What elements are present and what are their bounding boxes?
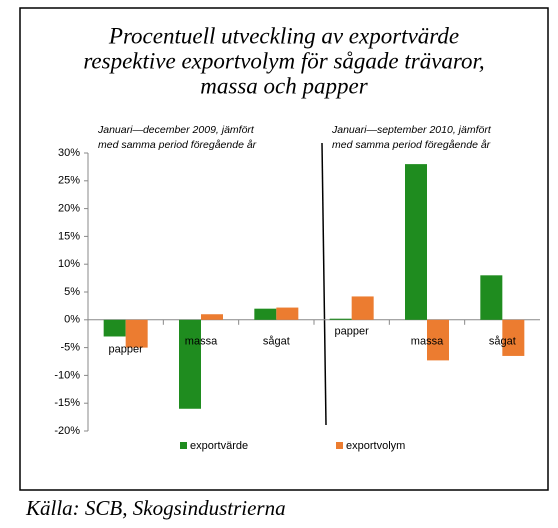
bar [103, 319, 126, 337]
source: Källa: SCB, Skogsindustrierna [25, 496, 286, 520]
y-tick-label: 5% [64, 286, 80, 298]
y-tick-label: 25% [58, 175, 80, 187]
y-tick-label: 15% [58, 230, 80, 242]
legend-swatch [180, 442, 187, 449]
bar [480, 275, 503, 320]
y-tick-label: -5% [60, 342, 80, 354]
bar [254, 308, 277, 320]
x-tick-label: sågat [263, 336, 290, 348]
bar [329, 318, 352, 320]
legend-label: exportvärde [190, 440, 248, 452]
divider [321, 142, 327, 426]
bar [351, 296, 374, 320]
annotation: med samma period föregående år [98, 139, 257, 151]
bar [276, 307, 299, 320]
y-tick-label: 20% [58, 203, 80, 215]
bar [405, 164, 427, 320]
bar [502, 319, 525, 356]
chart-title: massa och papper [200, 73, 368, 98]
y-tick-label: 30% [58, 147, 80, 159]
bar [179, 319, 201, 409]
annotation: Januari—september 2010, jämfört [331, 124, 492, 136]
x-tick-label: massa [185, 336, 218, 348]
y-tick-label: 0% [64, 314, 80, 326]
y-tick-label: -20% [54, 425, 80, 437]
annotation: Januari—december 2009, jämfört [97, 124, 255, 136]
legend-label: exportvolym [346, 440, 405, 452]
chart-title: Procentuell utveckling av exportvärde [108, 23, 459, 48]
x-tick-label: sågat [489, 336, 516, 348]
x-tick-label: papper [335, 326, 370, 338]
bar [125, 319, 148, 348]
x-tick-label: papper [109, 344, 144, 356]
annotation: med samma period föregående år [332, 139, 491, 151]
y-tick-label: -15% [54, 397, 80, 409]
legend-swatch [336, 442, 343, 449]
bar [201, 314, 223, 320]
y-tick-label: -10% [54, 369, 80, 381]
y-tick-label: 10% [58, 258, 80, 270]
chart-title: respektive exportvolym för sågade trävar… [83, 48, 484, 73]
x-tick-label: massa [411, 336, 444, 348]
frame [19, 7, 549, 491]
bar [427, 319, 449, 361]
